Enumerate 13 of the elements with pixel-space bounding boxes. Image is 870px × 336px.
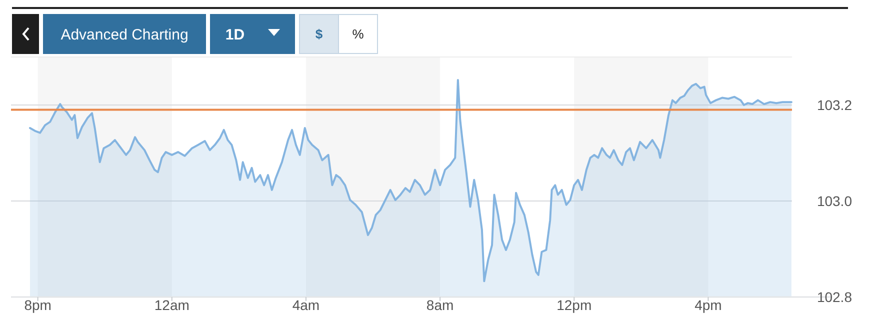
y-tick-label: 103.0 [816, 192, 852, 209]
x-tick-label: 12pm [556, 297, 592, 313]
y-tick-label: 103.2 [816, 96, 852, 113]
text: $ [315, 26, 324, 42]
x-tick-label: 8pm [24, 297, 52, 313]
text: % [352, 26, 364, 42]
x-tick-label: 4pm [694, 297, 722, 313]
x-tick-label: 12am [154, 297, 190, 313]
x-tick-label: 8am [426, 297, 454, 313]
x-tick-label: 4am [292, 297, 320, 313]
text: 1D [225, 26, 245, 44]
text: Advanced Charting [60, 26, 188, 44]
y-tick-label: 102.8 [816, 288, 852, 305]
